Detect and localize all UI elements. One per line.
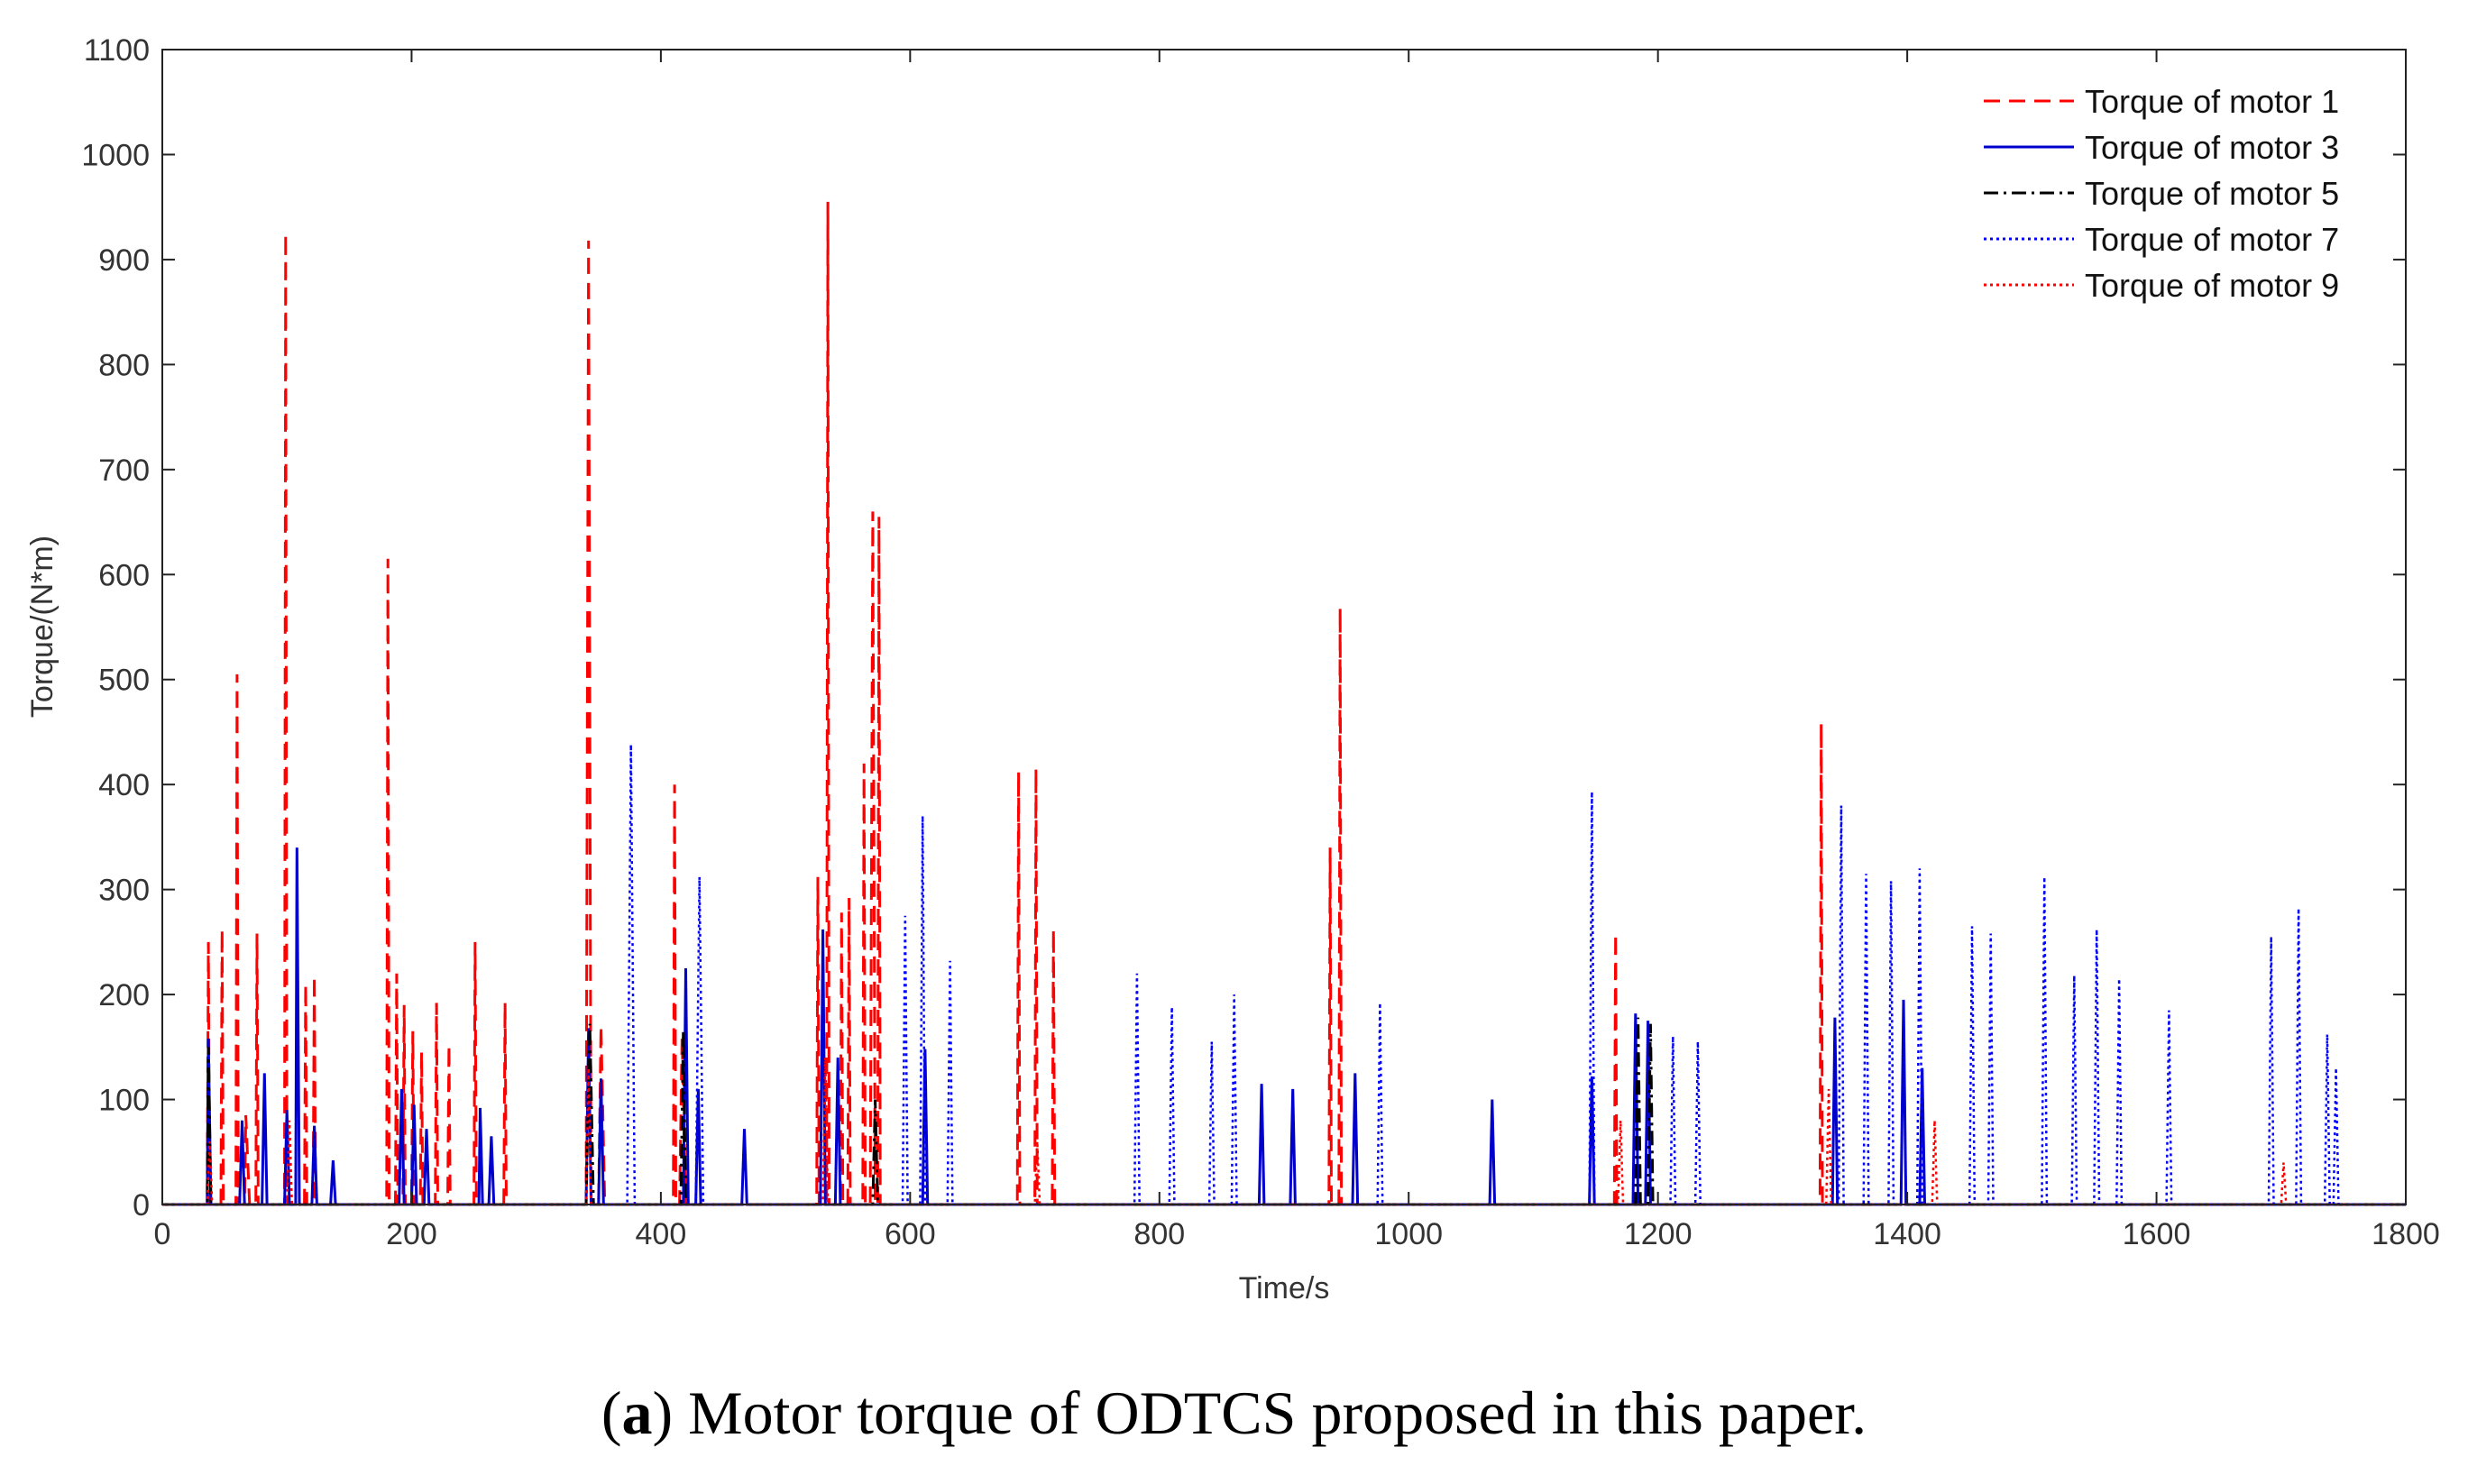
y-tick-label: 600 [98,558,150,592]
y-tick-label: 1000 [81,138,150,172]
y-tick-label: 300 [98,874,150,908]
caption-label: a [621,1379,653,1447]
legend-label-1: Torque of motor 1 [2085,83,2339,120]
figure-caption: (a) Motor torque of ODTCS proposed in th… [601,1379,1867,1447]
x-axis-label: Time/s [1239,1271,1330,1305]
y-tick-label: 1100 [84,33,150,68]
legend-label-4: Torque of motor 7 [2085,221,2339,258]
plot-frame [161,49,2407,1205]
legend-label-3: Torque of motor 5 [2085,175,2339,212]
series-line-1 [162,201,2406,1206]
series-line-5 [162,1057,2406,1206]
legend-label-2: Torque of motor 3 [2085,129,2339,166]
torque-chart: 0 200 400 600 800 1000 1200 1400 1600 1800 0 100 200… [25,33,2440,1305]
legend: Torque of motor 1 Torque of motor 3 Torque… [1966,70,2390,314]
x-tick-label: 1400 [1873,1217,1941,1251]
y-tick-label: 400 [98,768,150,802]
x-tick-label: 1800 [2372,1217,2440,1251]
y-tick-label: 100 [98,1084,150,1118]
caption-text: Motor torque of ODTCS proposed in this p… [688,1379,1867,1447]
y-tick-label: 700 [98,453,150,488]
y-tick-label: 800 [98,348,150,382]
x-tick-label: 800 [1133,1217,1185,1251]
x-tick-label: 400 [636,1217,687,1251]
y-tick-label: 500 [98,664,150,698]
x-tick-label: 1600 [2123,1217,2191,1251]
y-axis-label: Torque/(N*m) [25,536,60,718]
y-tick-label: 900 [98,243,150,278]
legend-label-5: Torque of motor 9 [2085,267,2339,304]
x-tick-label: 200 [386,1217,437,1251]
x-tick-label: 1200 [1624,1217,1693,1251]
legend-box [1966,70,2390,314]
x-tick-label: 1000 [1374,1217,1443,1251]
x-tick-label: 0 [154,1217,171,1251]
axis-ticks: 0 200 400 600 800 1000 1200 1400 1600 1800 0 100 200… [81,33,2439,1251]
y-tick-label: 0 [133,1188,150,1223]
y-tick-label: 200 [98,978,150,1012]
x-tick-label: 600 [885,1217,936,1251]
